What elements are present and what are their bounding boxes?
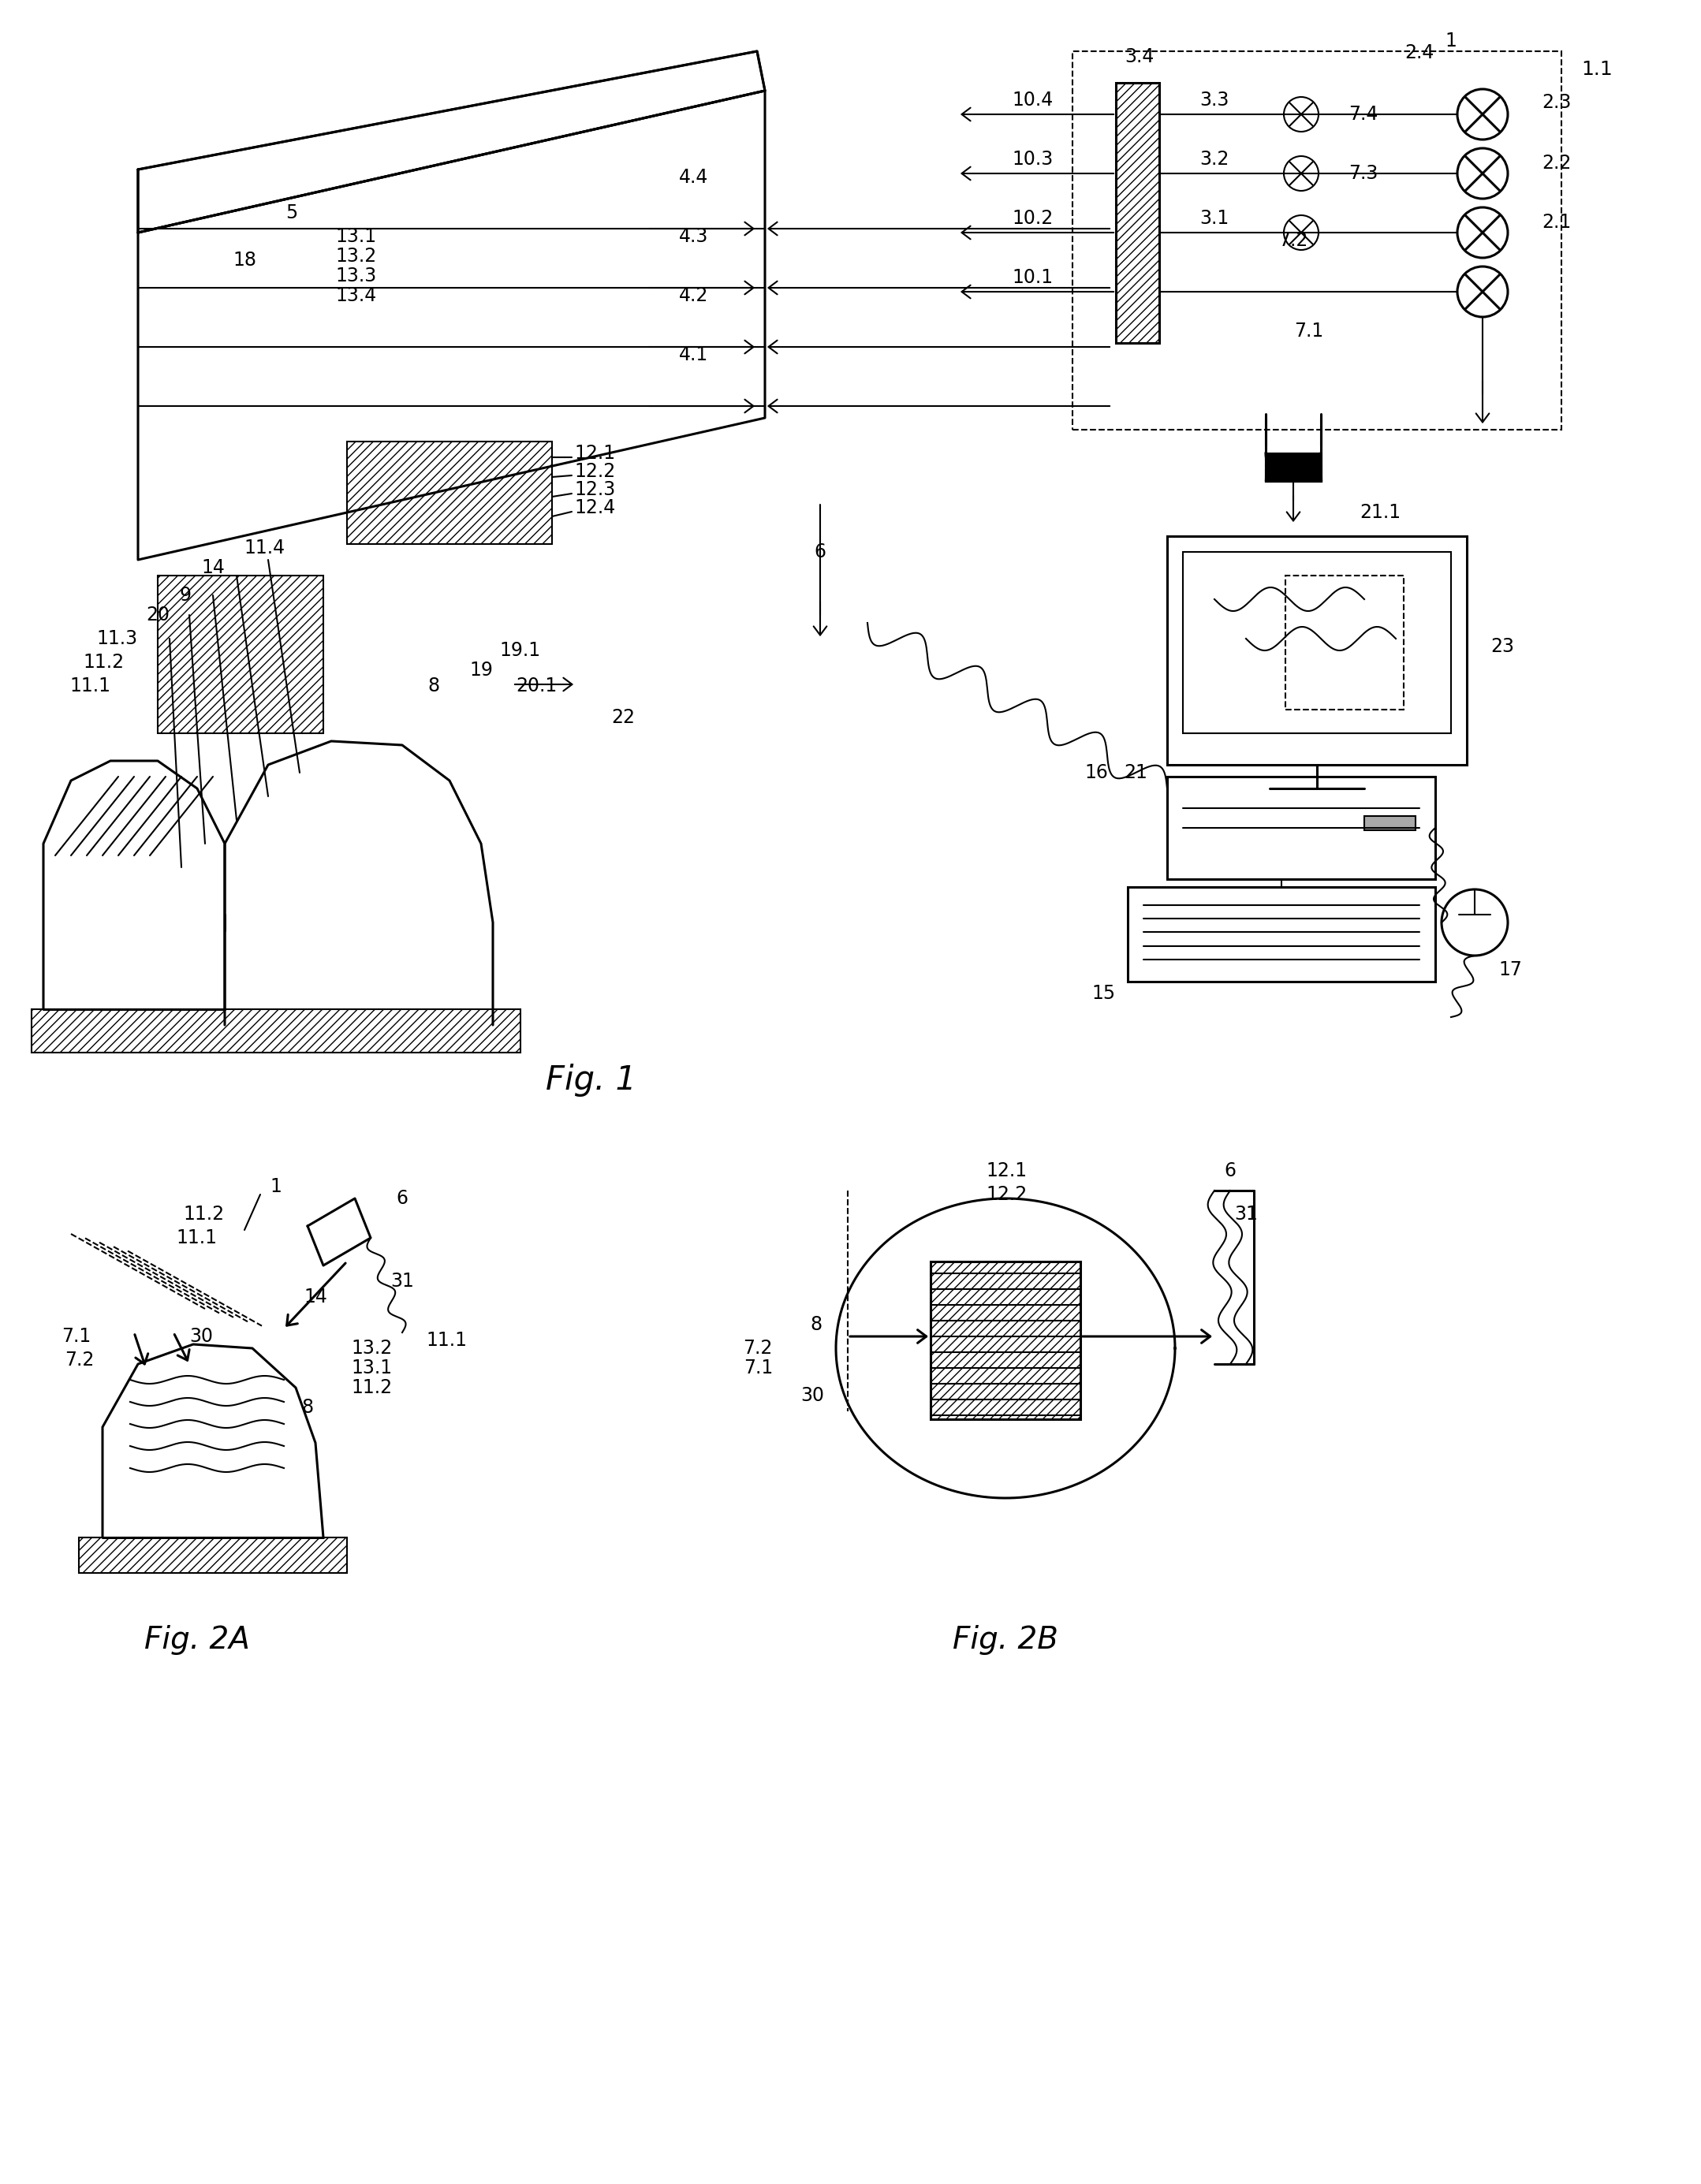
Bar (158, 577, 323, 734)
Text: 14: 14 (304, 1289, 327, 1306)
Text: 21: 21 (1124, 762, 1148, 782)
Text: 10.2: 10.2 (1012, 210, 1053, 227)
Text: 4.4: 4.4 (679, 168, 709, 188)
Bar (78, 1538, 347, 1572)
Text: 10.4: 10.4 (1012, 92, 1053, 109)
Bar (1286, 577, 1403, 710)
Text: 13.2: 13.2 (350, 1339, 393, 1358)
Text: 20.1: 20.1 (515, 677, 556, 695)
Text: 12.1: 12.1 (987, 1162, 1027, 1179)
Text: 2.4: 2.4 (1405, 44, 1434, 63)
Text: 1: 1 (1446, 31, 1456, 50)
Text: 13.1: 13.1 (335, 227, 376, 247)
Text: 9: 9 (179, 585, 191, 605)
Text: 13.2: 13.2 (335, 247, 376, 266)
Text: 7.1: 7.1 (61, 1328, 90, 1345)
Text: 12.2: 12.2 (987, 1186, 1027, 1203)
Bar (1128, 887, 1436, 981)
Text: 31: 31 (1235, 1206, 1257, 1223)
Text: 16: 16 (1084, 762, 1107, 782)
Text: 4.2: 4.2 (679, 286, 709, 306)
Text: 4.3: 4.3 (679, 227, 709, 247)
Text: 2.1: 2.1 (1541, 212, 1572, 232)
Bar (347, 441, 553, 544)
Text: 7.4: 7.4 (1349, 105, 1378, 124)
Text: 4.1: 4.1 (679, 345, 709, 365)
Text: 17: 17 (1499, 961, 1522, 978)
Text: 3.4: 3.4 (1124, 48, 1155, 66)
Text: 10.3: 10.3 (1012, 151, 1053, 168)
Text: 3.1: 3.1 (1199, 210, 1230, 227)
Text: 21.1: 21.1 (1359, 502, 1400, 522)
Text: 7.2: 7.2 (1279, 232, 1308, 249)
Text: 12.3: 12.3 (575, 480, 616, 500)
Text: Fig. 1: Fig. 1 (546, 1064, 636, 1096)
Text: 6: 6 (815, 542, 827, 561)
Bar (1116, 83, 1160, 343)
Text: 5: 5 (286, 203, 298, 223)
Text: 11.2: 11.2 (184, 1206, 225, 1223)
Text: 13.4: 13.4 (335, 286, 376, 306)
Text: 12.2: 12.2 (575, 463, 616, 480)
Text: 30: 30 (189, 1328, 213, 1345)
Text: 7.1: 7.1 (1294, 321, 1323, 341)
Text: 2.3: 2.3 (1541, 94, 1572, 111)
Text: 18: 18 (233, 251, 257, 269)
Text: 7.3: 7.3 (1349, 164, 1378, 183)
Text: 13.3: 13.3 (335, 266, 376, 286)
Text: 11.2: 11.2 (83, 653, 124, 673)
Text: 19.1: 19.1 (500, 642, 541, 660)
Text: 2.2: 2.2 (1541, 153, 1572, 173)
Text: 8: 8 (810, 1315, 822, 1334)
Text: 11.4: 11.4 (243, 539, 284, 557)
Text: 12.1: 12.1 (575, 443, 616, 463)
Bar (1167, 535, 1466, 764)
Text: 7.2: 7.2 (65, 1350, 95, 1369)
Text: 23: 23 (1490, 638, 1514, 655)
Text: 11.1: 11.1 (175, 1227, 216, 1247)
Text: 1.1: 1.1 (1582, 59, 1613, 79)
Text: 7.2: 7.2 (743, 1339, 772, 1358)
Text: 15: 15 (1092, 985, 1116, 1002)
Bar (1073, 50, 1562, 430)
Text: 12.4: 12.4 (575, 498, 616, 518)
Text: 3.2: 3.2 (1199, 151, 1230, 168)
Text: 10.1: 10.1 (1012, 269, 1053, 286)
Text: 1: 1 (270, 1177, 282, 1197)
Text: 30: 30 (801, 1387, 823, 1404)
Bar (930, 1262, 1080, 1420)
Text: 19: 19 (469, 662, 493, 679)
Text: 13.1: 13.1 (350, 1358, 391, 1378)
Text: 3.3: 3.3 (1199, 92, 1230, 109)
Text: 8: 8 (301, 1398, 313, 1417)
Text: 22: 22 (611, 708, 634, 727)
Text: 20: 20 (146, 605, 170, 625)
Bar (1364, 817, 1415, 830)
Text: 11.1: 11.1 (425, 1330, 466, 1350)
Text: 8: 8 (427, 677, 439, 695)
Text: 6: 6 (396, 1188, 408, 1208)
Bar (32, 1009, 521, 1053)
Bar (1182, 553, 1451, 734)
Text: Fig. 2A: Fig. 2A (145, 1625, 250, 1655)
Text: 6: 6 (1225, 1162, 1237, 1179)
Bar (1167, 778, 1436, 880)
Text: 7.1: 7.1 (743, 1358, 772, 1378)
Text: 11.3: 11.3 (97, 629, 138, 649)
Text: 11.1: 11.1 (70, 677, 111, 695)
Text: 14: 14 (201, 559, 225, 577)
Text: Fig. 2B: Fig. 2B (953, 1625, 1058, 1655)
Text: 31: 31 (391, 1271, 413, 1291)
Text: 11.2: 11.2 (350, 1378, 391, 1398)
